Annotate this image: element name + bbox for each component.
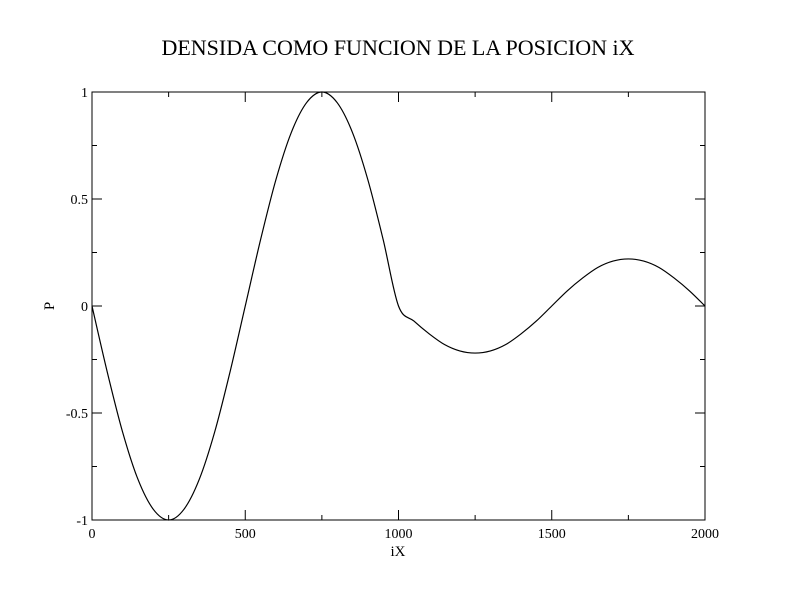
chart-title: DENSIDA COMO FUNCION DE LA POSICION iX (161, 35, 634, 60)
series-line (91, 91, 706, 521)
y-axis-label: P (42, 302, 58, 310)
x-tick-label: 0 (89, 527, 96, 542)
y-tick-label: 1 (81, 86, 88, 101)
ticks (91, 91, 706, 521)
x-tick-label: 1000 (385, 527, 413, 542)
y-tick-label: 0 (81, 300, 88, 315)
x-tick-label: 500 (235, 527, 256, 542)
x-tick-label: 2000 (691, 527, 719, 542)
x-axis-label: iX (391, 544, 406, 560)
x-tick-label: 1500 (538, 527, 566, 542)
y-tick-label: 0.5 (71, 193, 89, 208)
tick-labels: 0 500 1000 1500 2000 -1 -0.5 0 0.5 1 (66, 86, 719, 542)
y-tick-label: -1 (76, 514, 88, 529)
y-tick-label: -0.5 (66, 407, 88, 422)
